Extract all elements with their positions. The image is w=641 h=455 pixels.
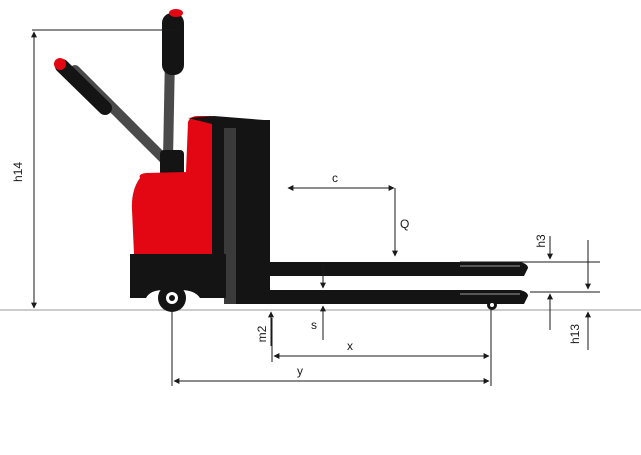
dimension-s: s: [311, 264, 326, 340]
label-s: s: [311, 318, 317, 332]
tiller-lowered: [54, 58, 175, 170]
tiller-base: [160, 150, 184, 176]
label-y: y: [297, 364, 303, 378]
label-c: c: [332, 171, 338, 185]
label-Q: Q: [400, 217, 409, 231]
tiller-upright: [162, 9, 184, 165]
dimension-h13: h13: [530, 291, 600, 350]
label-m2: m2: [255, 325, 269, 342]
truck-body-red: [131, 116, 212, 254]
fork-upper: [270, 262, 528, 276]
dimension-c: c: [287, 171, 395, 191]
fork-riser: [224, 128, 236, 304]
label-x: x: [347, 339, 353, 353]
dimension-y: y: [171, 310, 490, 386]
chassis: [130, 254, 226, 298]
load-arrow-Q: Q: [392, 188, 409, 257]
label-h14: h14: [11, 162, 25, 182]
label-h3: h3: [534, 234, 548, 248]
pallet-truck: [54, 9, 528, 312]
label-h13: h13: [568, 324, 582, 344]
dimension-x: x: [271, 310, 492, 386]
dimension-h3: h3: [460, 234, 600, 290]
dimension-h14: h14: [11, 29, 178, 309]
dimension-m2: m2: [255, 311, 274, 346]
